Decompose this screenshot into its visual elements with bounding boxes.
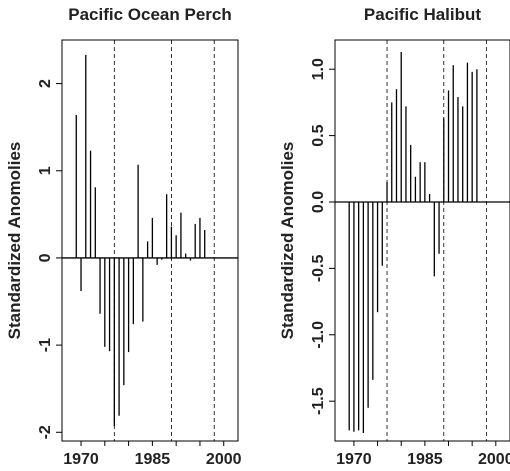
chart-title: Pacific Halibut [364,5,481,24]
y-tick-label: -1.0 [310,321,327,349]
y-tick-label: 0.0 [310,191,327,213]
x-tick-label: 1970 [336,451,372,468]
y-tick-label: -2 [37,425,54,439]
x-tick-label: 1985 [407,451,443,468]
chart-panel-pacific-halibut: Pacific Halibut Standardized Anomolies -… [278,5,510,468]
y-tick-label: 1 [37,166,54,175]
y-tick-label: 0.5 [310,124,327,146]
y-tick-label: -0.5 [310,255,327,283]
chart-title: Pacific Ocean Perch [68,5,231,24]
plot-frame [61,39,239,442]
y-axis-label: Standardized Anomolies [278,142,297,340]
y-axis-label: Standardized Anomolies [5,142,24,340]
y-tick-label: -1 [37,338,54,352]
y-tick-label: 1.0 [310,58,327,80]
plot-frame [334,39,510,442]
x-tick-label: 1970 [63,451,99,468]
y-tick-label: 2 [37,79,54,88]
y-tick-label: 0 [37,253,54,262]
x-tick-label: 2000 [478,451,510,468]
chart-panel-pacific-ocean-perch: Pacific Ocean Perch Standardized Anomoli… [5,5,242,468]
y-tick-label: -1.5 [310,387,327,415]
x-tick-label: 2000 [206,451,242,468]
x-tick-label: 1985 [135,451,171,468]
